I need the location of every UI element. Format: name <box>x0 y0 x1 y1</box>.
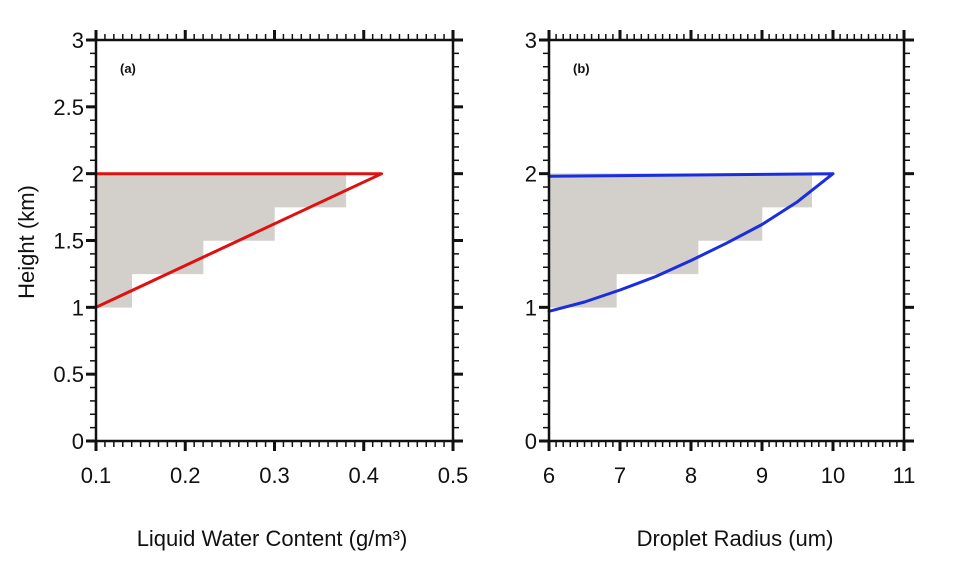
y-tick-label: 0 <box>72 429 84 454</box>
x-axis-title-a: Liquid Water Content (g/m³) <box>137 526 408 551</box>
y-tick-label: 3 <box>72 28 84 53</box>
shaded-step-0 <box>95 273 132 308</box>
y-axis-title-a: Height (km) <box>14 185 39 299</box>
x-tick-label: 7 <box>614 463 626 488</box>
panel-label: (a) <box>120 61 136 76</box>
series-line-0 <box>94 172 384 309</box>
series-line-0 <box>547 172 835 313</box>
panel-a: 0.1 0.2 0.3 0.4 0.5 0 0.5 1 1.5 2 2.5 3 (a) <box>53 28 468 488</box>
x-tick-label: 10 <box>821 463 845 488</box>
y-tick-label: 1 <box>72 295 84 320</box>
shaded-step-2 <box>548 206 763 241</box>
y-tick-label: 1.5 <box>53 229 84 254</box>
x-tick-label: 0.1 <box>81 463 112 488</box>
panel-label: (b) <box>573 61 590 76</box>
x-tick-label: 0.2 <box>170 463 201 488</box>
shaded-step-1 <box>95 240 204 275</box>
y-tick-label: 3 <box>525 28 537 53</box>
shaded-step-3 <box>95 173 347 208</box>
shaded-step-2 <box>95 206 275 241</box>
x-axis-title-b: Droplet Radius (um) <box>637 526 834 551</box>
y-tick-label: 2 <box>72 162 84 187</box>
y-tick-label: 2 <box>525 162 537 187</box>
y-tick-label: 1 <box>525 295 537 320</box>
x-tick-label: 8 <box>685 463 697 488</box>
y-tick-label: 0.5 <box>53 362 84 387</box>
y-tick-label: 2.5 <box>53 95 84 120</box>
x-tick-label: 0.5 <box>438 463 469 488</box>
x-tick-label: 11 <box>893 463 916 488</box>
x-tick-label: 6 <box>543 463 555 488</box>
y-tick-label: 0 <box>525 429 537 454</box>
panel-b: 6 7 8 9 10 11 0 1 2 3 (b) <box>525 28 916 488</box>
x-tick-label: 0.3 <box>259 463 290 488</box>
shaded-step-3 <box>548 173 812 208</box>
x-tick-label: 9 <box>756 463 768 488</box>
x-tick-label: 0.4 <box>348 463 379 488</box>
